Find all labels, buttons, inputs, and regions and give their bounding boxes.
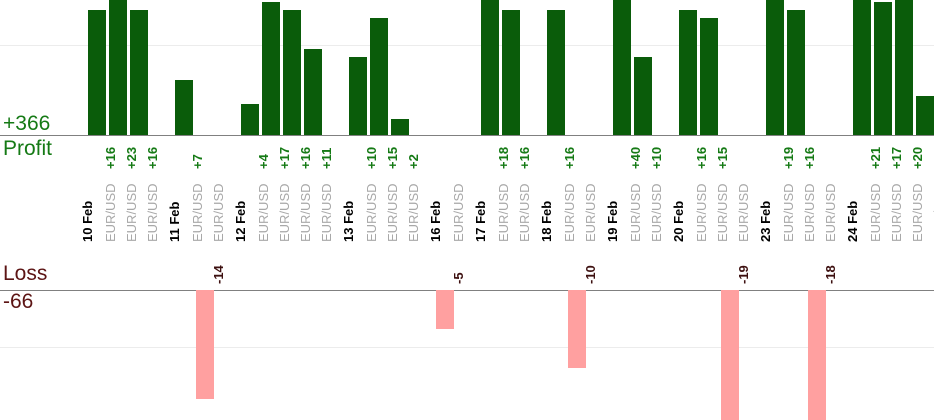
bar-profit[interactable] [547, 10, 565, 135]
x-label-symbol: EUR/USD [406, 183, 421, 242]
profit-axis-label: Profit [3, 137, 53, 160]
x-label-symbol: EUR/USD [124, 183, 139, 242]
x-label-date: 16 Feb [428, 200, 443, 242]
x-label-date: 23 Feb [758, 200, 773, 242]
bar-profit[interactable] [130, 10, 148, 135]
x-label-symbol: EUR/USD [694, 183, 709, 242]
x-label-date: 24 Feb [845, 200, 860, 242]
x-label-symbol: EUR/USD [628, 183, 643, 242]
profit-total-value: +366 [3, 112, 51, 135]
x-label-symbol: EUR/USD [823, 183, 838, 242]
bar-loss[interactable] [721, 290, 739, 420]
x-label-symbol: EUR/USD [736, 183, 751, 242]
x-label-symbol: EUR/USD [562, 183, 577, 242]
x-label-symbol: EUR/USD [649, 183, 664, 242]
bar-profit[interactable] [241, 103, 259, 135]
x-label-symbol: EUR/USD [277, 183, 292, 242]
x-label-symbol: EUR/USD [145, 183, 160, 242]
bar-profit[interactable] [874, 2, 892, 135]
x-label-symbol: EUR/USD [496, 183, 511, 242]
profit-zero-axis [0, 135, 934, 136]
x-label-date: 10 Feb [80, 200, 95, 242]
bar-profit[interactable] [766, 0, 784, 135]
bar-profit[interactable] [304, 49, 322, 135]
x-label-symbol: EUR/USD [364, 183, 379, 242]
x-label-symbol: EUR/USD [715, 183, 730, 242]
x-label-symbol: EUR/USD [781, 183, 796, 242]
x-label-symbol: EUR/USD [190, 183, 205, 242]
x-label-symbol: EUR/USD [385, 183, 400, 242]
bar-profit[interactable] [88, 10, 106, 135]
x-label-symbol: EUR/USD [211, 183, 226, 242]
x-label-symbol: EUR/USD [889, 183, 904, 242]
bar-profit[interactable] [679, 10, 697, 135]
x-label-symbol: EUR/USD [868, 183, 883, 242]
x-label-symbol: EUR/USD [103, 183, 118, 242]
bar-profit[interactable] [502, 10, 520, 135]
bar-profit[interactable] [283, 10, 301, 135]
x-label-symbol: EUR/USD [583, 183, 598, 242]
bar-profit[interactable] [262, 2, 280, 135]
bar-profit[interactable] [109, 0, 127, 135]
bar-profit[interactable] [370, 18, 388, 135]
x-label-date: 18 Feb [539, 200, 554, 242]
bar-profit[interactable] [175, 80, 193, 135]
x-label-date: 12 Feb [233, 200, 248, 242]
x-label-date: 19 Feb [605, 200, 620, 242]
bar-loss[interactable] [196, 290, 214, 400]
bar-loss[interactable] [436, 290, 454, 329]
x-label-symbol: EUR/USD [802, 183, 817, 242]
x-label-symbol: EUR/USD [319, 183, 334, 242]
x-label-symbol: EUR/USD [517, 183, 532, 242]
x-label-date: 11 Feb [167, 201, 182, 242]
bar-profit[interactable] [391, 119, 409, 135]
loss-total-value: -66 [3, 290, 34, 313]
bar-profit[interactable] [700, 18, 718, 135]
bar-loss[interactable] [808, 290, 826, 420]
bar-profit[interactable] [349, 57, 367, 135]
loss-zero-axis [0, 290, 934, 291]
loss-axis-label: Loss [3, 262, 48, 285]
bar-profit[interactable] [895, 0, 913, 135]
bar-profit[interactable] [787, 10, 805, 135]
x-label-symbol: EUR/USD [451, 183, 466, 242]
x-label-date: 17 Feb [473, 200, 488, 242]
grid-line-upper [0, 45, 934, 46]
bar-profit[interactable] [634, 57, 652, 135]
x-label-symbol: EUR/USD [256, 183, 271, 242]
x-label-date: 13 Feb [341, 200, 356, 242]
grid-line-lower [0, 347, 934, 348]
bar-profit[interactable] [853, 0, 871, 135]
bar-profit[interactable] [613, 0, 631, 135]
x-label-symbol: EUR/USD [298, 183, 313, 242]
bar-loss[interactable] [568, 290, 586, 368]
bar-profit[interactable] [481, 0, 499, 135]
x-label-symbol: EUR/USD [910, 183, 925, 242]
bar-profit[interactable] [916, 96, 934, 135]
x-label-date: 20 Feb [671, 200, 686, 242]
